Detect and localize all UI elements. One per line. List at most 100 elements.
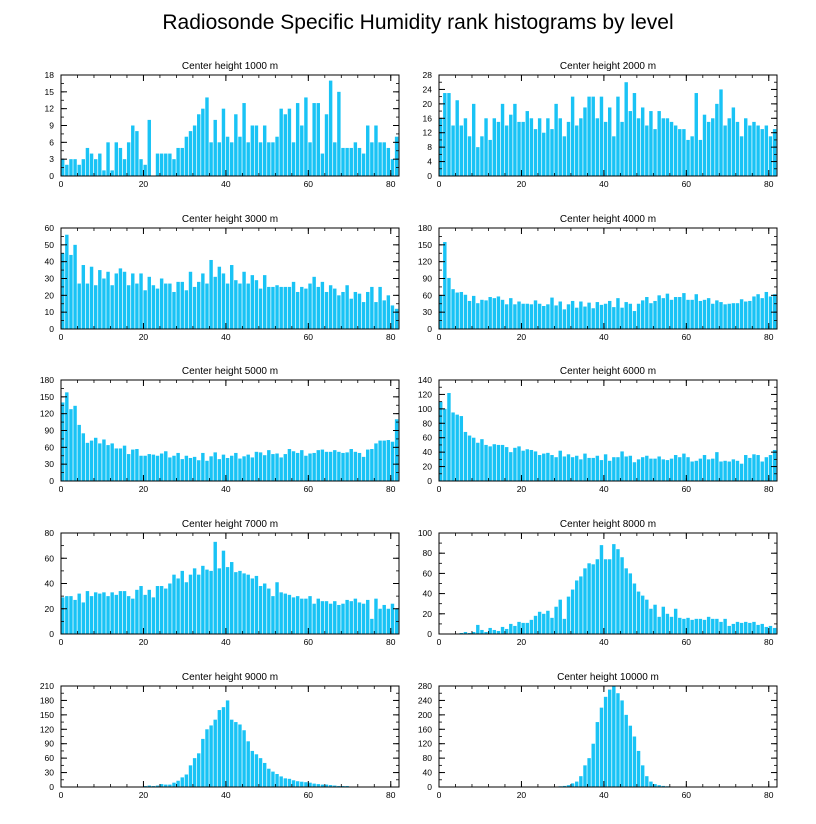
histogram-bar [300, 598, 304, 634]
y-tick-label: 120 [418, 257, 432, 267]
y-tick-label: 20 [423, 99, 433, 109]
x-tick-label: 40 [599, 179, 609, 189]
histogram-bar [476, 442, 480, 481]
histogram-bar [131, 598, 135, 634]
histogram-bar [328, 451, 333, 481]
histogram-bar [172, 782, 176, 787]
histogram-bar [192, 125, 197, 176]
histogram-bar [657, 295, 661, 329]
histogram-bar [521, 121, 525, 176]
histogram-bar [246, 574, 250, 634]
histogram-bar [706, 459, 711, 481]
histogram-bar [126, 596, 131, 635]
panel-4: Center height 4000 m 0 20 40 60 80 0 30 60 90 120 1… [418, 214, 778, 342]
histogram-bar [81, 433, 86, 481]
histogram-bar [715, 103, 719, 176]
histogram-bar [98, 443, 102, 481]
histogram-bar [73, 405, 77, 481]
histogram-bar [616, 457, 620, 481]
histogram-bar [694, 93, 698, 176]
y-tick-label: 60 [45, 442, 55, 452]
histogram-bar [192, 568, 197, 634]
histogram-bar [320, 153, 325, 176]
y-tick-label: 90 [45, 426, 55, 436]
histogram-bar [151, 597, 156, 634]
histogram-bar [620, 557, 624, 634]
x-tick-label: 60 [682, 637, 692, 647]
histogram-bar [640, 107, 645, 176]
histogram-bar [521, 622, 525, 634]
x-tick-label: 0 [59, 332, 64, 342]
histogram-bar [69, 254, 73, 329]
histogram-bar [246, 142, 250, 176]
y-tick-label: 180 [418, 223, 432, 233]
histogram-bar [517, 301, 521, 329]
histogram-bar [143, 164, 147, 176]
histogram-bar [752, 296, 756, 329]
histogram-bar [525, 449, 529, 481]
histogram-bar [471, 631, 476, 634]
histogram-bar [480, 299, 484, 329]
histogram-bar [665, 613, 670, 634]
histogram-bar [73, 599, 77, 634]
histogram-bar [476, 303, 480, 329]
histogram-bar [554, 457, 558, 481]
y-tick-label: 80 [423, 548, 433, 558]
histogram-bar [184, 774, 189, 787]
histogram-bar [283, 778, 288, 787]
histogram-bar [562, 136, 567, 176]
histogram-bar [357, 147, 362, 176]
histogram-bar [201, 565, 205, 634]
histogram-bar [378, 142, 382, 176]
histogram-bar [135, 449, 139, 481]
histogram-bar [374, 302, 378, 329]
x-tick-label: 0 [437, 637, 442, 647]
histogram-bar [361, 456, 366, 481]
y-tick-label: 140 [418, 375, 432, 385]
histogram-bar [566, 454, 571, 481]
histogram-bar [665, 460, 670, 481]
histogram-bar [595, 302, 600, 329]
histogram-bar [443, 242, 447, 329]
histogram-bar [719, 461, 723, 481]
panel-title: Center height 4000 m [560, 214, 656, 225]
histogram-bar [89, 153, 94, 176]
histogram-bar [230, 265, 234, 329]
histogram-bar [295, 596, 300, 635]
histogram-bar [230, 719, 234, 787]
histogram-bar [624, 82, 628, 176]
histogram-bar [201, 452, 205, 481]
histogram-bar [262, 455, 267, 481]
histogram-bar [756, 125, 760, 176]
panel-2: Center height 2000 m 0 20 40 60 80 0 4 8 12 16 20 24… [423, 61, 778, 189]
y-tick-label: 12 [423, 128, 433, 138]
histogram-bar [370, 142, 374, 176]
histogram-bar [201, 738, 205, 787]
y-tick-label: 30 [45, 459, 55, 469]
histogram-bar [558, 118, 562, 176]
histogram-bar [77, 424, 81, 481]
histogram-bar [509, 298, 513, 329]
histogram-bar [254, 280, 259, 329]
histogram-bar [159, 153, 164, 176]
histogram-bar [665, 293, 670, 329]
panel-title: Center height 1000 m [182, 61, 278, 72]
histogram-bar [250, 578, 255, 634]
histogram-bar [366, 291, 370, 329]
histogram-bar [337, 295, 341, 329]
histogram-bar [471, 103, 476, 176]
histogram-bar [85, 442, 90, 481]
histogram-bar [328, 603, 333, 634]
histogram-bar [93, 437, 98, 481]
x-tick-label: 40 [599, 484, 609, 494]
histogram-bar [304, 97, 308, 176]
histogram-bar [632, 583, 637, 634]
histogram-bar [443, 408, 447, 481]
panel-5: Center height 5000 m 0 20 40 60 80 0 30 60 90 120 1… [40, 366, 400, 494]
histogram-bar [271, 454, 275, 481]
histogram-bar [694, 460, 698, 481]
histogram-bar [719, 302, 723, 329]
histogram-bar [65, 234, 69, 329]
x-tick-label: 20 [517, 484, 527, 494]
